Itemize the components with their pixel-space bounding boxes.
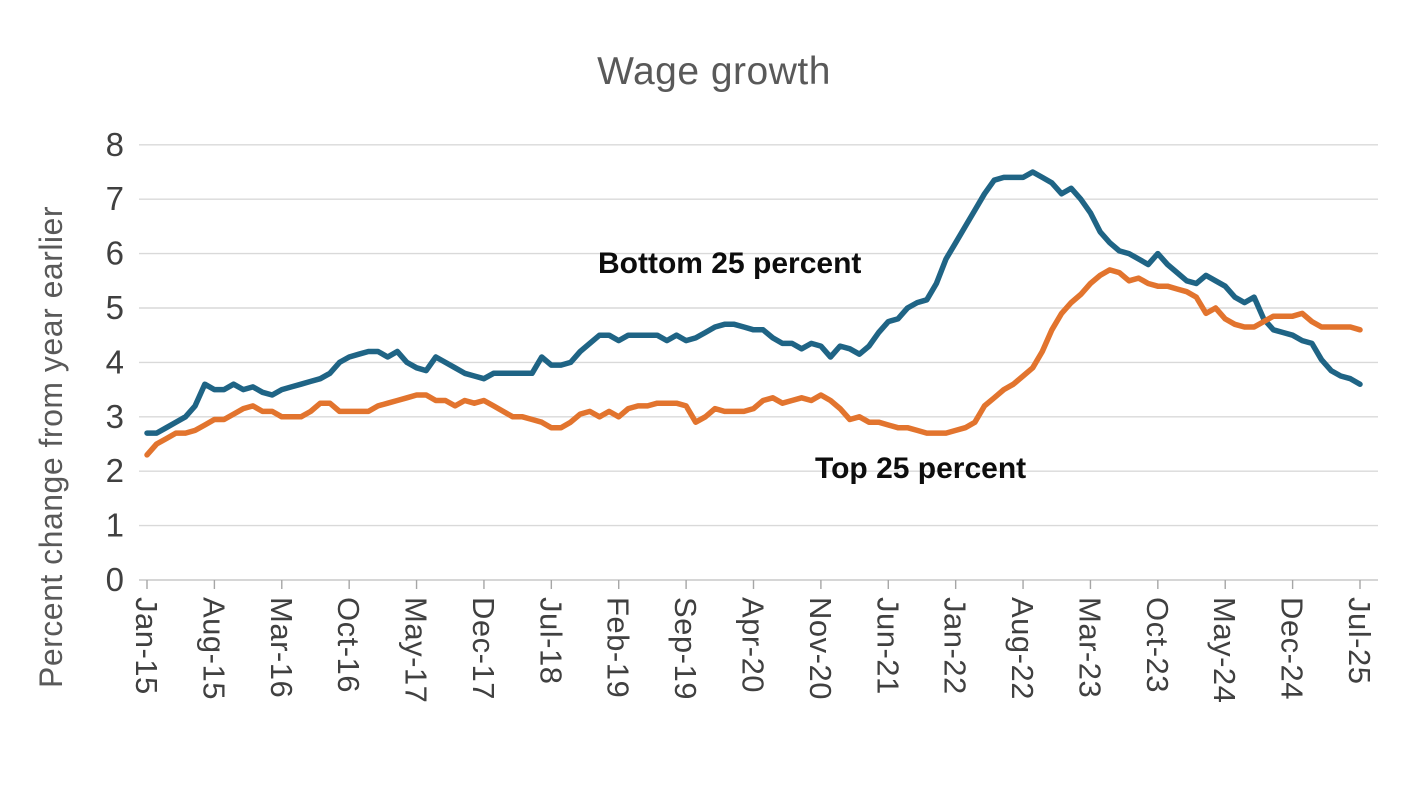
x-tick-label: May-17: [399, 597, 434, 703]
series-line-bottom-25-percent: [144, 169, 1363, 436]
series-line-top-25-percent: [144, 267, 1363, 458]
x-tick-label: May-24: [1207, 597, 1242, 703]
y-tick-label: 2: [106, 452, 124, 489]
x-tick-label: Dec-17: [466, 597, 501, 700]
chart-title: Wage growth: [597, 50, 831, 93]
x-tick-label: Mar-16: [264, 597, 299, 698]
x-tick-label: Jun-21: [870, 597, 905, 695]
y-tick-label: 3: [106, 398, 124, 435]
x-tick-label: Apr-20: [736, 597, 771, 693]
x-tick-label: Oct-23: [1140, 597, 1175, 693]
x-tick-label: Oct-16: [331, 597, 366, 693]
y-tick-label: 8: [106, 126, 124, 163]
y-tick-label: 1: [106, 507, 124, 544]
x-tick-label: Jul-25: [1342, 597, 1377, 684]
x-tick-label: Dec-24: [1275, 597, 1310, 700]
x-tick-label: Feb-19: [601, 597, 636, 698]
series-label-top-25: Top 25 percent: [815, 452, 1027, 485]
y-tick-label: 5: [106, 289, 124, 326]
x-tick-label: Aug-22: [1005, 597, 1040, 700]
series-label-bottom-25: Bottom 25 percent: [598, 247, 862, 280]
x-tick-label: Nov-20: [803, 597, 838, 700]
x-tick-label: Jul-18: [533, 597, 568, 684]
y-tick-label: 0: [106, 561, 124, 598]
x-tick-label: Aug-15: [196, 597, 231, 700]
y-axis-title: Percent change from year earlier: [33, 206, 69, 688]
x-tick-label: Jan-22: [938, 597, 973, 695]
x-tick-label: Jan-15: [129, 597, 164, 695]
y-tick-label: 7: [106, 180, 124, 217]
y-tick-label: 6: [106, 235, 124, 272]
y-tick-label: 4: [106, 343, 124, 380]
x-tick-label: Sep-19: [668, 597, 703, 700]
x-tick-label: Mar-23: [1072, 597, 1107, 698]
